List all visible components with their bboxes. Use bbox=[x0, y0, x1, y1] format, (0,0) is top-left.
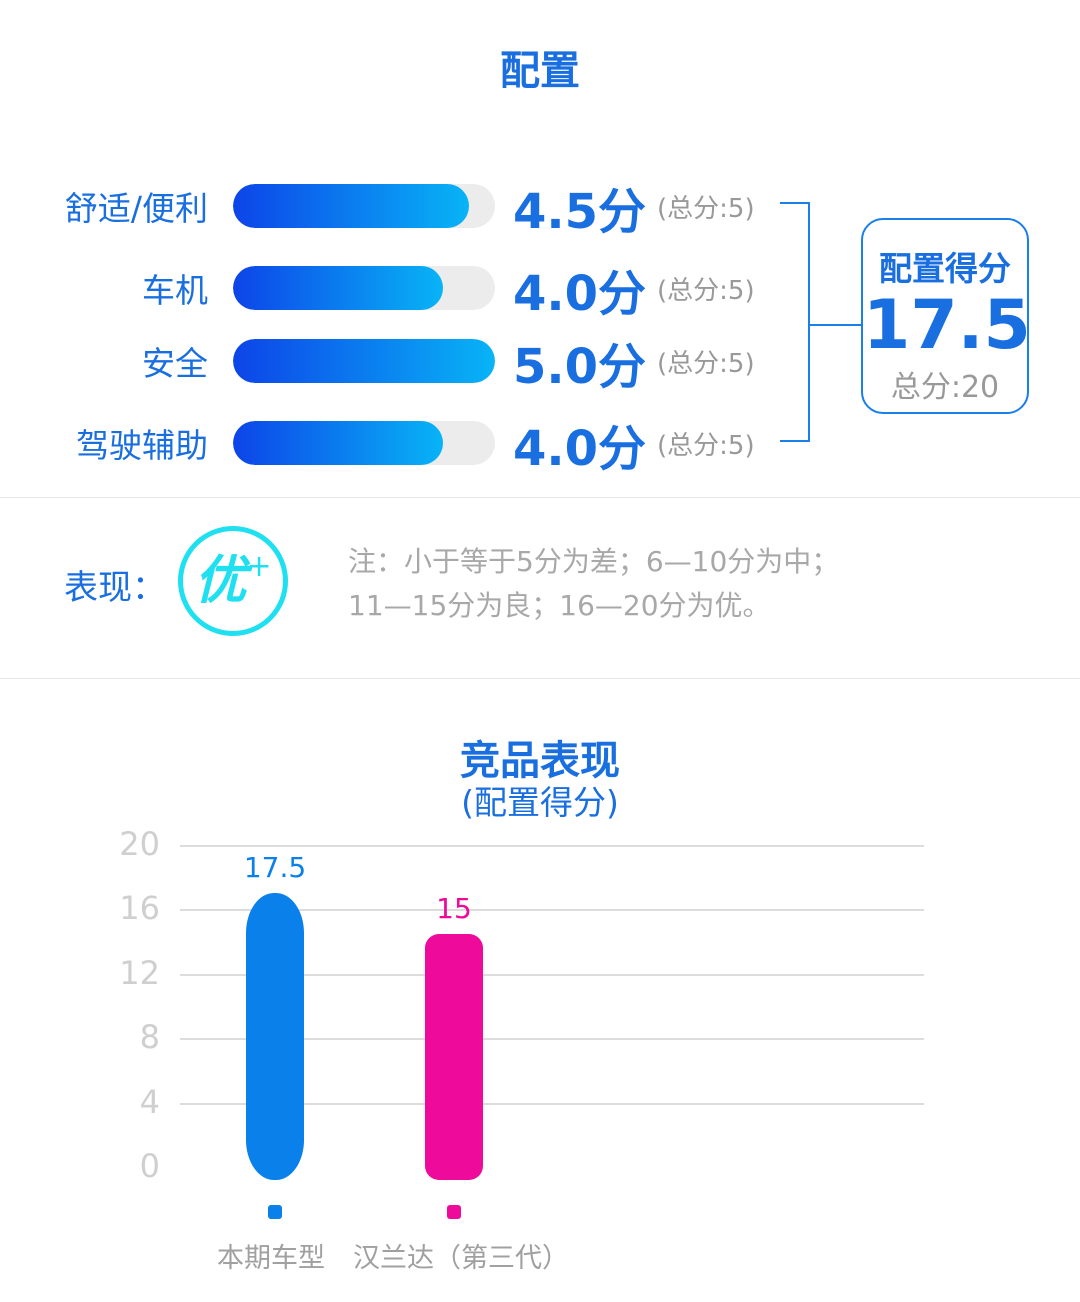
row-total: (总分:5) bbox=[657, 194, 755, 224]
page-title: 配置 bbox=[500, 48, 580, 94]
divider bbox=[0, 678, 1080, 679]
bracket-connector-line bbox=[810, 324, 862, 326]
row-label: 舒适/便利 bbox=[64, 189, 208, 228]
summary-score: 17.5 bbox=[863, 286, 1031, 365]
gridline bbox=[180, 973, 924, 976]
score-bar-track bbox=[233, 184, 495, 228]
row-label: 驾驶辅助 bbox=[76, 426, 208, 465]
rating-badge: 优+ bbox=[178, 526, 288, 636]
score-bar-fill bbox=[233, 266, 443, 310]
legend-swatch bbox=[447, 1205, 461, 1219]
bracket-connector bbox=[780, 202, 810, 442]
row-total: (总分:5) bbox=[657, 349, 755, 379]
legend-swatch bbox=[268, 1205, 282, 1219]
score-bar-fill bbox=[233, 184, 469, 228]
chart-title: 竞品表现 bbox=[460, 738, 620, 784]
gridline bbox=[180, 845, 924, 847]
y-tick-label: 16 bbox=[119, 889, 160, 928]
divider bbox=[0, 497, 1080, 498]
rating-note: 注：小于等于5分为差；6—10分为中； 11—15分为良；16—20分为优。 bbox=[348, 540, 839, 628]
summary-total: 总分:20 bbox=[890, 370, 1000, 405]
performance-label: 表现： bbox=[64, 568, 166, 608]
row-score: 4.0分 bbox=[513, 266, 647, 322]
rating-plus: + bbox=[246, 549, 272, 584]
y-tick-label: 4 bbox=[139, 1082, 160, 1121]
bar bbox=[425, 933, 483, 1180]
summary-label: 配置得分 bbox=[879, 249, 1011, 288]
row-label: 安全 bbox=[142, 344, 208, 383]
gridline bbox=[180, 1038, 924, 1041]
score-bar-track bbox=[233, 421, 495, 465]
y-tick-label: 12 bbox=[119, 953, 160, 992]
score-bar-track bbox=[233, 266, 495, 310]
score-bar-fill bbox=[233, 421, 443, 465]
gridline bbox=[180, 909, 924, 912]
rating-text: 优 bbox=[194, 551, 247, 611]
bar-value-label: 17.5 bbox=[243, 851, 307, 885]
row-score: 5.0分 bbox=[513, 339, 647, 395]
y-tick-label: 8 bbox=[139, 1018, 160, 1057]
note-line: 11—15分为良；16—20分为优。 bbox=[348, 589, 771, 622]
row-label: 车机 bbox=[142, 271, 208, 310]
y-tick-label: 20 bbox=[119, 825, 160, 863]
row-total: (总分:5) bbox=[657, 276, 755, 306]
row-total: (总分:5) bbox=[657, 431, 755, 461]
chart-subtitle: (配置得分) bbox=[461, 783, 619, 822]
bar-value-label: 15 bbox=[436, 891, 472, 925]
score-bar-fill bbox=[233, 339, 495, 383]
gridline bbox=[180, 1102, 924, 1105]
row-score: 4.5分 bbox=[513, 184, 647, 240]
row-score: 4.0分 bbox=[513, 421, 647, 477]
summary-box: 配置得分 17.5 总分:20 bbox=[861, 218, 1031, 414]
category-label: 本期车型 bbox=[217, 1243, 325, 1274]
y-tick-label: 0 bbox=[139, 1147, 160, 1185]
score-bar-track bbox=[233, 339, 495, 383]
category-label: 汉兰达（第三代） bbox=[353, 1243, 569, 1274]
note-line: 注：小于等于5分为差；6—10分为中； bbox=[348, 545, 840, 578]
bar bbox=[246, 893, 304, 1180]
